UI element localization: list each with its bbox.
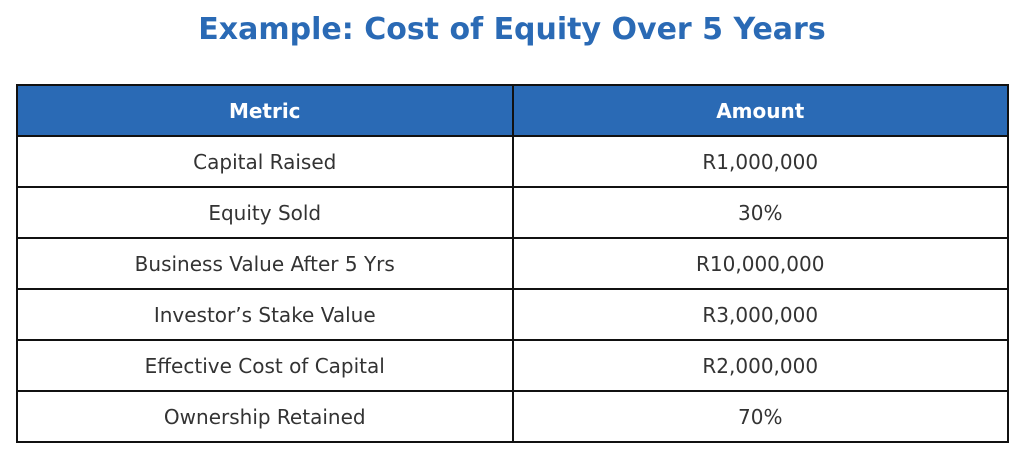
table-cell: R3,000,000 [511,288,1009,341]
table-cell: Capital Raised [16,135,514,188]
table-row: Investor’s Stake Value R3,000,000 [16,288,1009,341]
table-row: Capital Raised R1,000,000 [16,135,1009,188]
table-body: Capital Raised R1,000,000 Equity Sold 30% Bu… [16,135,1009,443]
table-row: Equity Sold 30% [16,186,1009,239]
table-row: Ownership Retained 70% [16,390,1009,443]
table-cell: R1,000,000 [511,135,1009,188]
table-cell: Effective Cost of Capital [16,339,514,392]
table-cell: Equity Sold [16,186,514,239]
table-row: Effective Cost of Capital R2,000,000 [16,339,1009,392]
header-row: Metric Amount [16,84,1009,137]
table-cell: 30% [511,186,1009,239]
column-header: Amount [511,84,1009,137]
table-cell: Business Value After 5 Yrs [16,237,514,290]
table-cell: Ownership Retained [16,390,514,443]
table-cell: R2,000,000 [511,339,1009,392]
table-cell: Investor’s Stake Value [16,288,514,341]
table-cell: R10,000,000 [511,237,1009,290]
title: Example: Cost of Equity Over 5 Years [198,12,826,47]
column-header: Metric [16,84,514,137]
table-cell: 70% [511,390,1009,443]
table: Metric Amount Capital Raised R1,000,000 Equ… [16,84,1009,443]
table-row: Business Value After 5 Yrs R10,000,000 [16,237,1009,290]
